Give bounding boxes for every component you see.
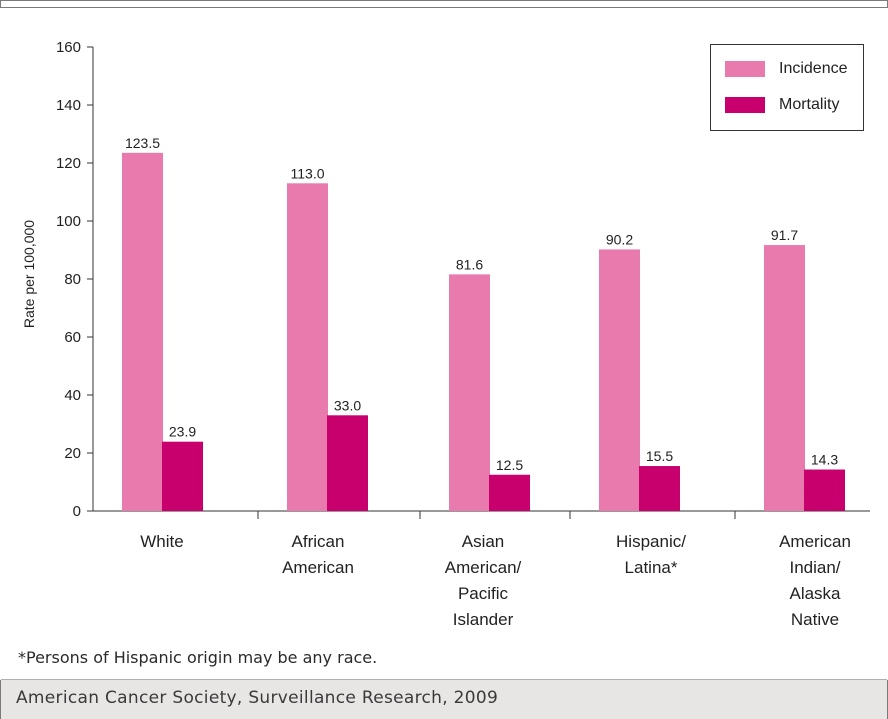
x-category-label: White — [140, 532, 183, 551]
y-tick-label: 60 — [64, 329, 81, 346]
x-category-label: Native — [791, 610, 839, 629]
data-label: 33.0 — [334, 397, 361, 413]
bar-incidence-4 — [764, 245, 805, 511]
x-category-label: Asian — [462, 532, 505, 551]
y-tick-label: 40 — [64, 387, 81, 404]
y-tick-label: 140 — [56, 97, 81, 114]
source-band — [1, 679, 887, 719]
top-rule — [0, 7, 888, 8]
x-category-label: Hispanic/ — [616, 532, 686, 551]
bar-incidence-3 — [599, 249, 640, 512]
bar-mortality-0 — [162, 441, 203, 511]
legend-item-incidence: Incidence — [725, 60, 848, 78]
data-label: 91.7 — [771, 227, 798, 243]
chart-legend: Incidence Mortality — [710, 44, 864, 131]
y-tick-label: 0 — [73, 503, 81, 520]
legend-swatch-mortality — [725, 97, 765, 113]
bar-incidence-2 — [449, 274, 490, 511]
data-label: 12.5 — [496, 457, 523, 473]
legend-label-incidence: Incidence — [779, 60, 848, 77]
bar-mortality-1 — [327, 415, 368, 511]
data-label: 15.5 — [646, 448, 673, 464]
x-category-label: American/ — [445, 558, 522, 577]
y-tick-label: 100 — [56, 213, 81, 230]
y-tick-label: 20 — [64, 445, 81, 462]
x-category-label: American — [779, 532, 851, 551]
y-tick-label: 160 — [56, 39, 81, 56]
x-category-label: Pacific — [458, 584, 509, 603]
x-category-label: Latina* — [625, 558, 678, 577]
bar-incidence-1 — [287, 183, 328, 512]
data-label: 123.5 — [125, 135, 160, 151]
x-category-label: Indian/ — [789, 558, 840, 577]
data-label: 81.6 — [456, 256, 483, 272]
bar-incidence-0 — [122, 152, 163, 511]
footnote: *Persons of Hispanic origin may be any r… — [18, 648, 378, 667]
x-category-label: African — [292, 532, 345, 551]
bar-mortality-4 — [804, 469, 845, 511]
data-label: 113.0 — [291, 165, 325, 181]
source-credit: American Cancer Society, Surveillance Re… — [16, 688, 499, 708]
y-axis-label: Rate per 100,000 — [21, 219, 37, 329]
data-label: 23.9 — [169, 424, 196, 440]
x-category-label: Alaska — [789, 584, 841, 603]
bar-mortality-2 — [489, 474, 530, 511]
x-category-label: Islander — [453, 610, 514, 629]
y-tick-label: 80 — [64, 271, 81, 288]
data-label: 90.2 — [606, 231, 633, 247]
legend-swatch-incidence — [725, 61, 765, 77]
legend-item-mortality: Mortality — [725, 96, 839, 114]
bar-chart: 0 20 40 60 80 100 120 140 160 123.5 23.9 White 113.0… — [56, 39, 870, 629]
bar-mortality-3 — [639, 466, 680, 511]
legend-label-mortality: Mortality — [779, 96, 840, 113]
x-category-label: American — [282, 558, 354, 577]
y-tick-label: 120 — [56, 155, 81, 172]
data-label: 14.3 — [811, 452, 838, 468]
